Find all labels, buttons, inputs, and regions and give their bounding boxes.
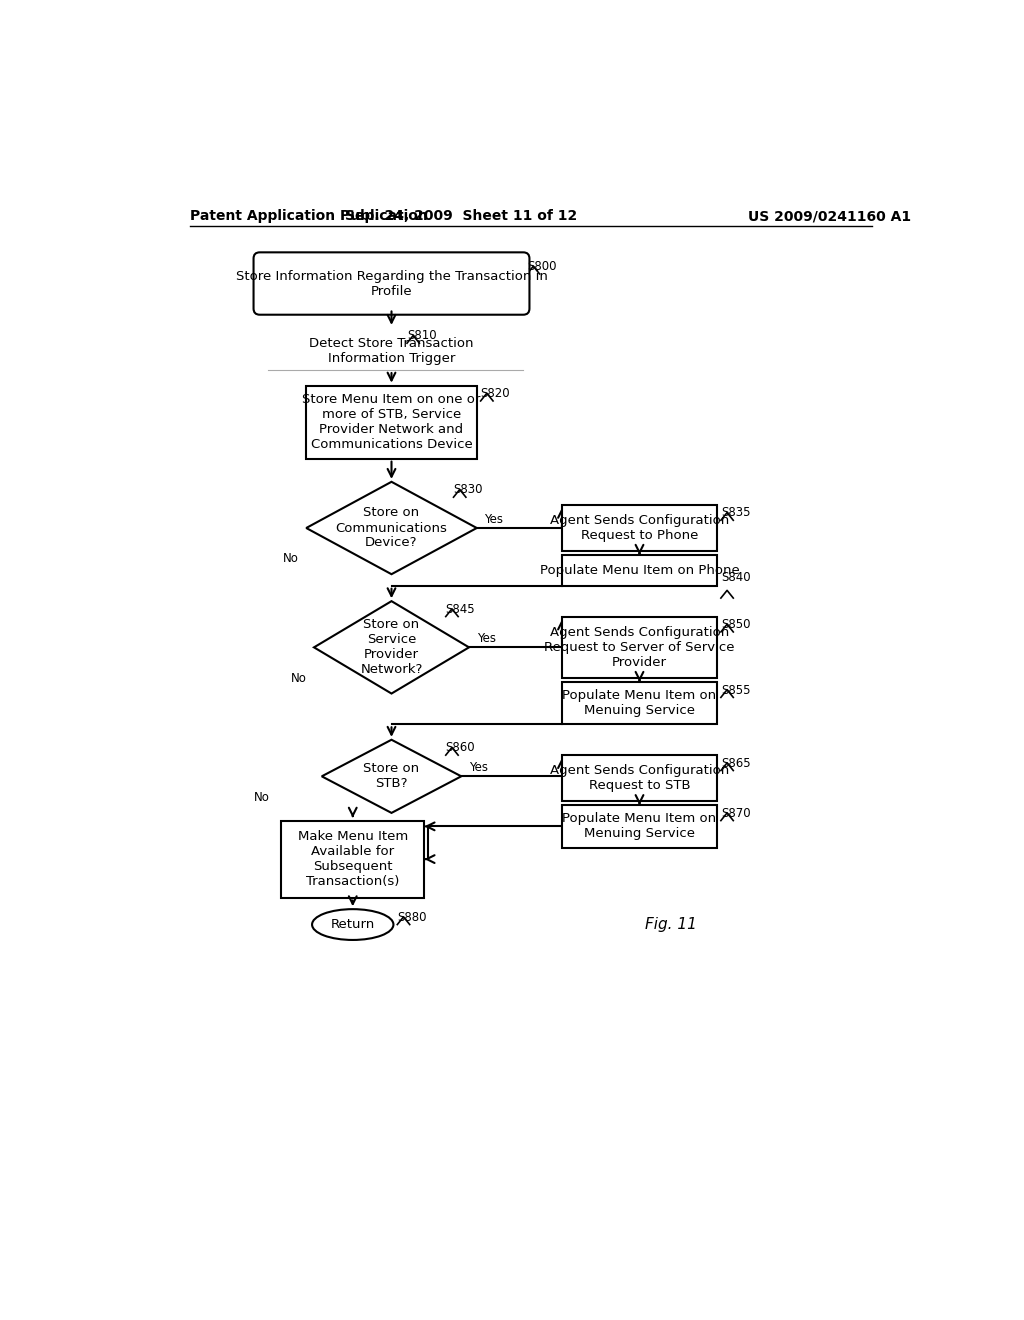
Text: Fig. 11: Fig. 11 [644,917,696,932]
Polygon shape [314,601,469,693]
Bar [562,616,717,678]
Text: No: No [291,672,306,685]
Text: S870: S870 [721,807,751,820]
Text: No: No [254,791,269,804]
Text: Agent Sends Configuration
Request to Server of Service
Provider: Agent Sends Configuration Request to Ser… [544,626,735,669]
Polygon shape [306,482,477,574]
Text: S855: S855 [721,684,751,697]
Bar [306,385,477,459]
Text: Yes: Yes [477,632,496,645]
Text: Populate Menu Item on
Menuing Service: Populate Menu Item on Menuing Service [562,689,717,717]
Text: Store Menu Item on one or
more of STB, Service
Provider Network and
Communicatio: Store Menu Item on one or more of STB, S… [302,393,480,451]
Text: S845: S845 [445,603,475,615]
Text: S865: S865 [721,756,751,770]
Text: Yes: Yes [469,762,488,774]
Text: Agent Sends Configuration
Request to STB: Agent Sends Configuration Request to STB [550,764,729,792]
Bar [562,506,717,552]
Text: Sep. 24, 2009  Sheet 11 of 12: Sep. 24, 2009 Sheet 11 of 12 [345,209,578,223]
Text: Detect Store Transaction
Information Trigger: Detect Store Transaction Information Tri… [309,337,474,364]
Text: US 2009/0241160 A1: US 2009/0241160 A1 [748,209,911,223]
Polygon shape [322,739,461,813]
FancyBboxPatch shape [254,252,529,314]
Text: S800: S800 [527,260,557,273]
Text: Yes: Yes [484,512,504,525]
Text: S860: S860 [445,742,475,754]
Text: Patent Application Publication: Patent Application Publication [190,209,428,223]
Text: Store Information Regarding the Transaction in
Profile: Store Information Regarding the Transact… [236,269,548,297]
Text: S850: S850 [721,618,751,631]
Text: Populate Menu Item on Phone: Populate Menu Item on Phone [540,564,739,577]
Text: Store on
STB?: Store on STB? [364,763,420,791]
Text: S880: S880 [397,911,427,924]
Bar [281,821,424,898]
Text: Return: Return [331,917,375,931]
Text: Make Menu Item
Available for
Subsequent
Transaction(s): Make Menu Item Available for Subsequent … [298,830,408,888]
Bar [562,755,717,801]
Text: S840: S840 [721,572,751,585]
Text: S835: S835 [721,507,751,520]
Bar [562,805,717,847]
Bar [562,554,717,586]
Text: S830: S830 [454,483,483,496]
Text: Store on
Service
Provider
Network?: Store on Service Provider Network? [360,618,423,676]
Bar [562,682,717,725]
Text: Populate Menu Item on
Menuing Service: Populate Menu Item on Menuing Service [562,812,717,841]
Text: S820: S820 [480,387,510,400]
Text: S875: S875 [289,822,318,836]
Ellipse shape [312,909,393,940]
Text: No: No [283,552,299,565]
Text: S810: S810 [407,330,436,342]
Text: Agent Sends Configuration
Request to Phone: Agent Sends Configuration Request to Pho… [550,513,729,543]
Text: Store on
Communications
Device?: Store on Communications Device? [336,507,447,549]
